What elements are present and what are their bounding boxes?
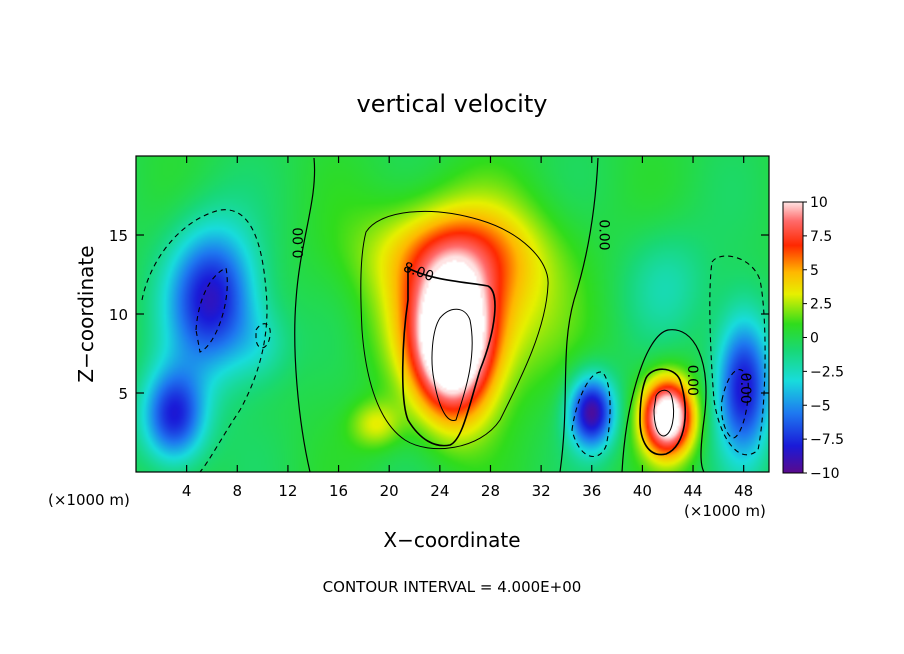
x-tick-label: 24	[430, 482, 449, 500]
contour-labels: 0.008.000.000.00 0.00	[291, 219, 753, 403]
contour-label: 0.00	[291, 227, 307, 258]
contour-white-core	[431, 308, 473, 421]
colorbar	[782, 201, 804, 474]
x-tick-label: 4	[182, 482, 192, 500]
colorbar-tick-label: −2.5	[810, 364, 844, 380]
x-tick-label: 36	[582, 482, 601, 500]
y-axis-label: Z−coordinate	[74, 245, 98, 382]
x-tick-label: 20	[380, 482, 399, 500]
x-axis-label: X−coordinate	[383, 528, 520, 552]
contour-neg-48	[709, 255, 766, 456]
contour-dashed-lines	[141, 209, 766, 472]
contour-lines	[294, 157, 707, 472]
contour-east-core	[653, 389, 675, 437]
x-unit-right: (×1000 m)	[684, 502, 766, 520]
x-axis: 4 8 12 16 20 24 28 32 36 40 44 48	[182, 156, 753, 500]
y-tick-label: 15	[109, 227, 128, 245]
colorbar-tick-label: 7.5	[810, 229, 832, 245]
contour-neg-10	[255, 323, 271, 349]
colorbar-tick-label: 2.5	[810, 297, 832, 313]
colorbar-tick-label: −10	[810, 466, 840, 482]
contour-positive-main	[360, 210, 549, 450]
contour-label: 0.00	[595, 219, 611, 250]
y-axis: 5 10 15	[109, 227, 769, 403]
colorbar-tick-label: 5	[810, 263, 819, 279]
contour-label: 0.00	[737, 373, 753, 404]
colorbar-ticks: 10 7.5 5 2.5 0 −2.5 −5 −7.5 −10	[803, 195, 844, 482]
x-tick-label: 8	[233, 482, 243, 500]
x-tick-label: 32	[532, 482, 551, 500]
contour-eight-east	[639, 368, 686, 456]
y-tick-label: 10	[109, 306, 128, 324]
contour-zero-central-east	[559, 157, 599, 472]
y-tick-label: 5	[118, 385, 128, 403]
contour-label: 0.00	[684, 365, 700, 396]
contour-neg-west	[141, 209, 268, 472]
x-unit-left: (×1000 m)	[48, 491, 130, 509]
x-tick-label: 44	[683, 482, 702, 500]
x-tick-label: 16	[329, 482, 348, 500]
x-tick-label: 40	[633, 482, 652, 500]
x-tick-label: 48	[734, 482, 753, 500]
colorbar-tick-label: −5	[810, 398, 831, 414]
colorbar-tick-label: 0	[810, 331, 819, 347]
colorbar-tick-label: −7.5	[810, 432, 844, 448]
colorbar-tick-label: 10	[810, 195, 828, 211]
contour-neg-48-inner	[720, 369, 749, 439]
contour-interval-note: CONTOUR INTERVAL = 4.000E+00	[323, 578, 582, 596]
chart-title: vertical velocity	[357, 90, 548, 118]
contour-neg-36	[571, 371, 611, 457]
velocity-field	[136, 156, 769, 472]
contour-neg-west-inner	[195, 267, 228, 353]
contour-zero-east-cell	[621, 329, 707, 472]
contour-eight-main	[401, 266, 496, 447]
x-tick-label: 12	[278, 482, 297, 500]
contour-zero-west	[294, 157, 316, 472]
x-tick-label: 28	[481, 482, 500, 500]
